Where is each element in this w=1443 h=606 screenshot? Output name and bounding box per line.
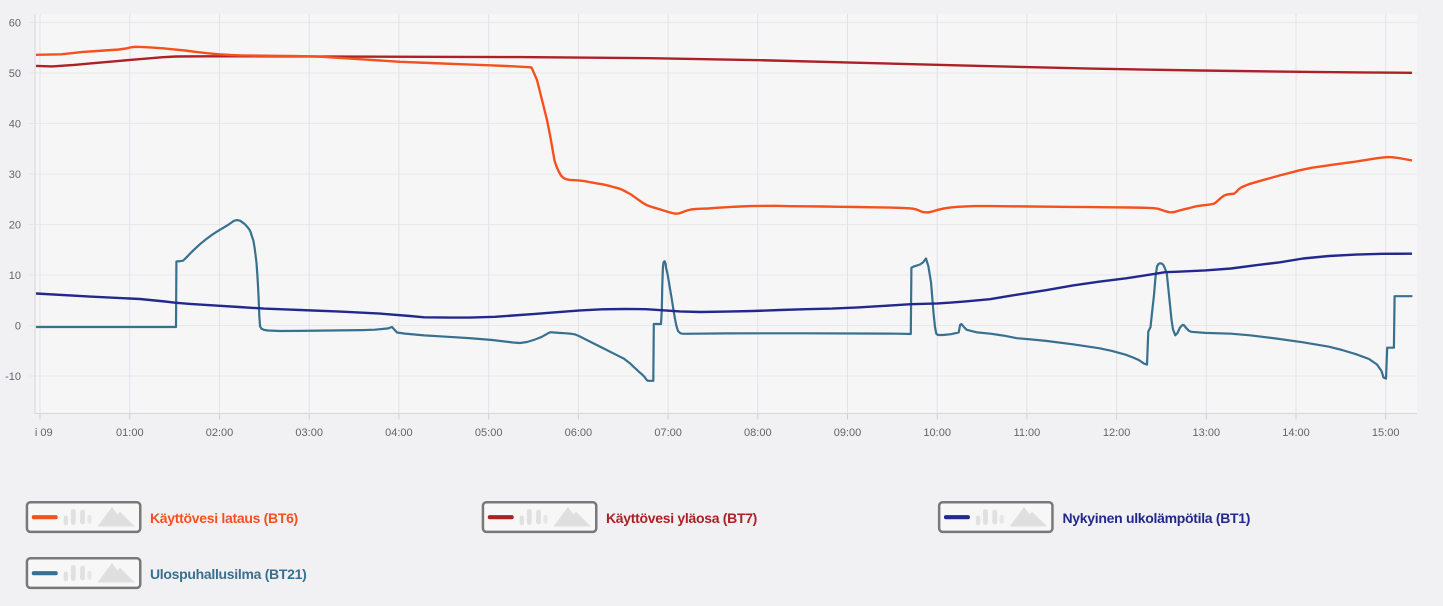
svg-text:03:00: 03:00 — [295, 427, 323, 439]
svg-text:10: 10 — [9, 270, 21, 282]
svg-text:Ulospuhallusilma (BT21): Ulospuhallusilma (BT21) — [150, 566, 306, 582]
svg-text:04:00: 04:00 — [385, 427, 413, 439]
svg-text:01:00: 01:00 — [116, 427, 144, 439]
svg-text:07:00: 07:00 — [654, 427, 682, 439]
svg-text:50: 50 — [9, 68, 21, 80]
svg-text:20: 20 — [9, 220, 21, 232]
svg-text:12:00: 12:00 — [1103, 427, 1131, 439]
svg-text:Käyttövesi lataus (BT6): Käyttövesi lataus (BT6) — [150, 510, 298, 526]
svg-text:05:00: 05:00 — [475, 427, 503, 439]
svg-text:-10: -10 — [5, 371, 21, 383]
svg-text:08:00: 08:00 — [744, 427, 772, 439]
svg-text:11:00: 11:00 — [1014, 427, 1041, 439]
svg-text:Käyttövesi yläosa (BT7): Käyttövesi yläosa (BT7) — [606, 510, 757, 526]
svg-text:60: 60 — [9, 18, 21, 30]
svg-text:09:00: 09:00 — [834, 427, 862, 439]
svg-text:i 09: i 09 — [35, 427, 53, 439]
svg-text:30: 30 — [9, 169, 21, 181]
svg-text:10:00: 10:00 — [923, 427, 951, 439]
svg-text:15:00: 15:00 — [1372, 427, 1400, 439]
svg-text:0: 0 — [15, 321, 21, 333]
svg-text:02:00: 02:00 — [206, 427, 234, 439]
svg-text:06:00: 06:00 — [565, 427, 593, 439]
svg-text:40: 40 — [9, 119, 21, 131]
svg-text:13:00: 13:00 — [1193, 427, 1221, 439]
svg-text:Nykyinen ulkolämpötila (BT1): Nykyinen ulkolämpötila (BT1) — [1063, 510, 1251, 526]
svg-text:14:00: 14:00 — [1282, 427, 1310, 439]
